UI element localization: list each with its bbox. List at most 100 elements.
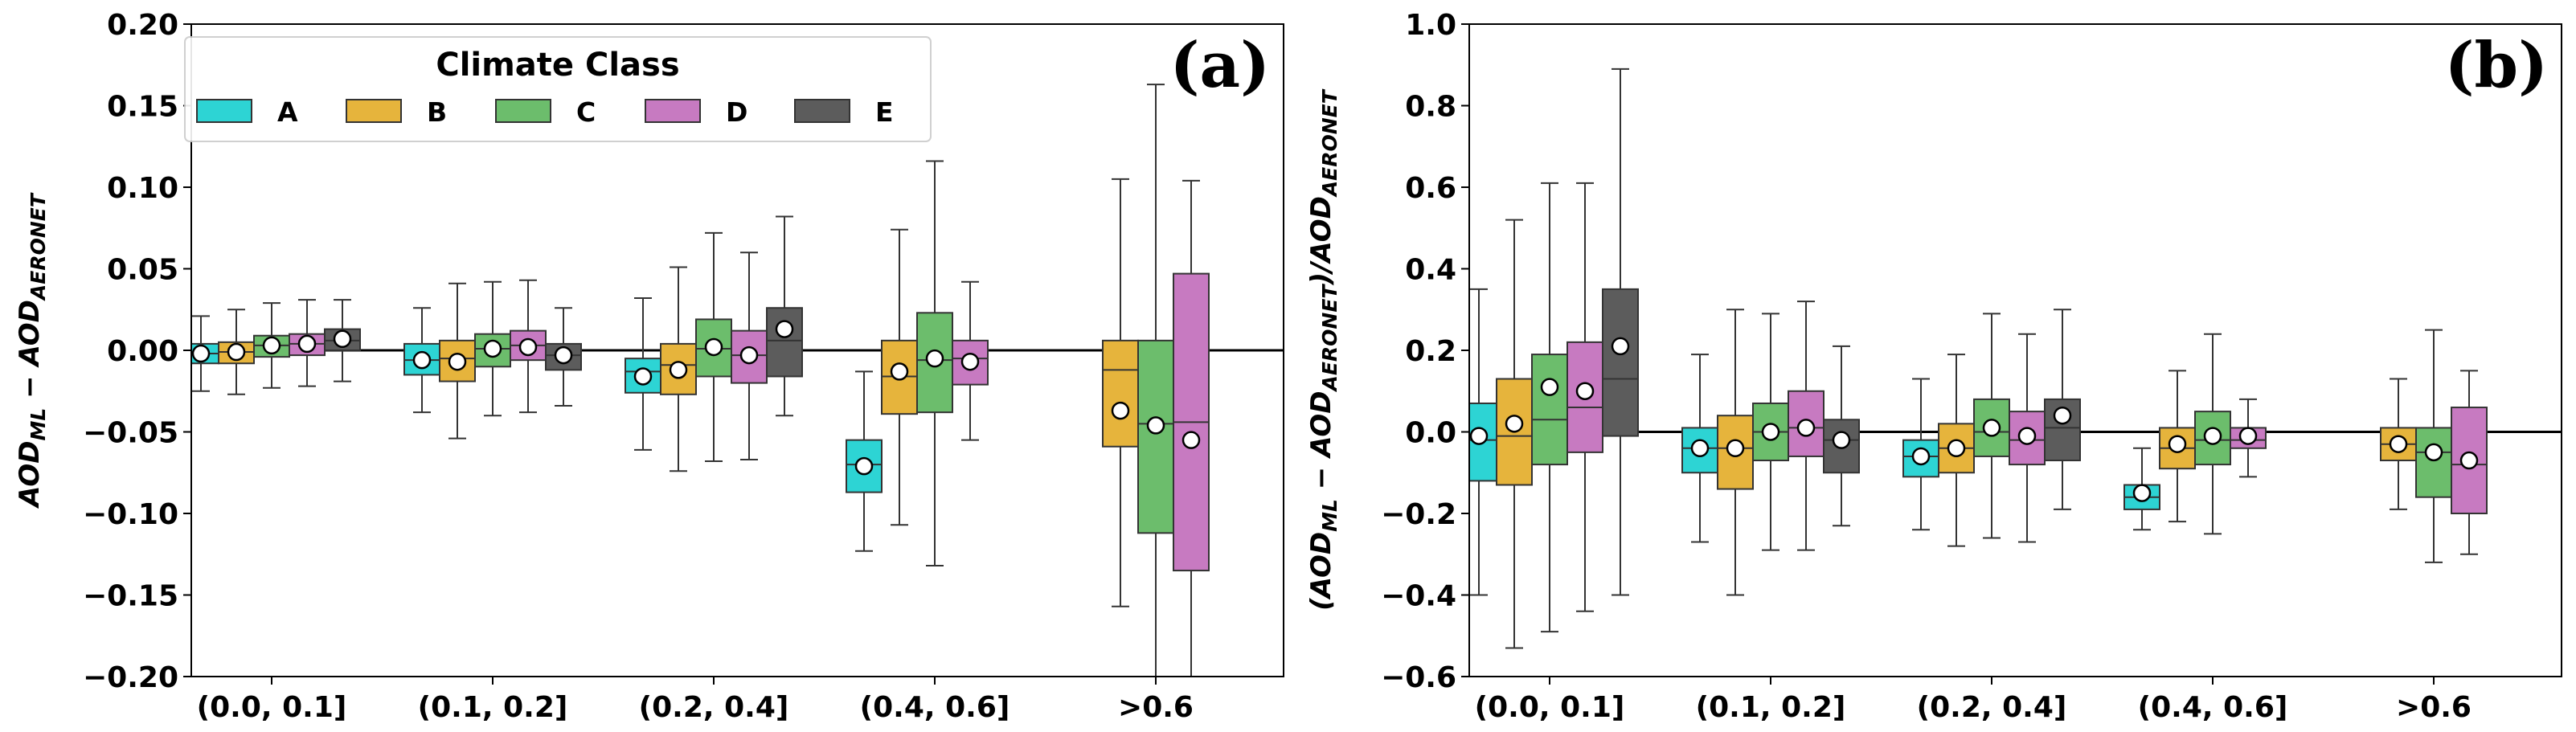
y-tick-label: 0.05 bbox=[107, 254, 178, 287]
legend-swatch-e bbox=[794, 99, 850, 123]
box-d bbox=[952, 280, 989, 441]
panel-label: (b) bbox=[2445, 29, 2548, 102]
box-c bbox=[1531, 182, 1568, 633]
y-tick-label: 0.00 bbox=[107, 335, 178, 368]
legend-swatch-a bbox=[196, 99, 252, 123]
box-b bbox=[1102, 178, 1139, 607]
iqr-box bbox=[766, 307, 803, 378]
iqr-box bbox=[952, 339, 989, 386]
y-axis-label-part: − AOD bbox=[1305, 391, 1337, 500]
legend-swatch-c bbox=[495, 99, 551, 123]
box-c bbox=[1973, 313, 2010, 539]
box-c bbox=[1752, 313, 1789, 551]
mean-marker bbox=[2017, 427, 2037, 445]
box-b bbox=[1938, 354, 1975, 547]
iqr-box bbox=[2415, 427, 2452, 498]
mean-marker bbox=[960, 352, 980, 371]
box-c bbox=[2415, 329, 2452, 563]
box-b bbox=[660, 266, 697, 472]
box-d bbox=[731, 251, 768, 461]
legend: Climate Class A B C D E bbox=[184, 36, 932, 142]
y-tick-label: −0.10 bbox=[83, 498, 178, 531]
box-e bbox=[766, 215, 803, 417]
box-c bbox=[474, 280, 511, 417]
axes-frame bbox=[190, 23, 1284, 677]
y-axis-label-part: AERONET bbox=[27, 192, 50, 301]
mean-marker bbox=[1761, 423, 1780, 441]
box-c bbox=[1137, 84, 1174, 677]
box-d bbox=[1173, 179, 1210, 677]
mean-marker bbox=[704, 337, 723, 357]
mean-marker bbox=[554, 346, 573, 365]
mean-marker bbox=[2424, 443, 2443, 462]
y-axis-label-part: − AOD bbox=[14, 300, 46, 408]
box-e bbox=[545, 307, 582, 407]
box-b bbox=[1717, 309, 1754, 596]
box-d bbox=[1566, 182, 1603, 612]
y-tick-label: 0.8 bbox=[1405, 91, 1456, 124]
iqr-box bbox=[1531, 354, 1568, 466]
mean-marker bbox=[854, 456, 874, 476]
box-e bbox=[1823, 345, 1860, 527]
y-tick-label: −0.2 bbox=[1381, 498, 1456, 531]
box-a bbox=[191, 315, 219, 392]
y-axis-label-part: ML bbox=[27, 408, 50, 441]
mean-marker bbox=[1146, 416, 1165, 435]
mean-marker bbox=[669, 361, 688, 379]
boxes bbox=[1469, 67, 2488, 649]
mean-marker bbox=[1982, 419, 2001, 437]
mean-marker bbox=[297, 334, 317, 354]
mean-marker bbox=[2168, 435, 2187, 453]
mean-marker bbox=[1540, 378, 1559, 396]
iqr-box bbox=[403, 342, 440, 376]
box-b bbox=[218, 309, 255, 395]
iqr-box bbox=[1102, 339, 1139, 448]
box-a bbox=[403, 307, 440, 414]
x-tick-label: (0.4, 0.6] bbox=[2138, 691, 2288, 724]
y-axis-label-part: AERONET bbox=[1318, 88, 1341, 198]
mean-marker bbox=[1832, 431, 1851, 449]
mean-marker bbox=[483, 339, 502, 358]
box-a bbox=[625, 297, 661, 451]
box-d bbox=[2451, 370, 2488, 555]
boxes bbox=[191, 84, 1210, 677]
legend-label-d: D bbox=[726, 96, 747, 128]
y-axis-label-part: AOD bbox=[14, 440, 46, 509]
legend-label-a: A bbox=[277, 96, 298, 128]
box-c bbox=[695, 231, 732, 463]
box-d bbox=[2230, 398, 2267, 478]
mean-marker bbox=[775, 320, 794, 338]
y-tick-label: −0.6 bbox=[1381, 661, 1456, 694]
mean-marker bbox=[2389, 435, 2408, 453]
box-b bbox=[2380, 378, 2417, 510]
box-d bbox=[510, 279, 547, 414]
y-tick-label: 1.0 bbox=[1405, 9, 1456, 42]
mean-marker bbox=[1690, 439, 1710, 458]
box-b bbox=[439, 282, 476, 440]
mean-marker bbox=[2238, 427, 2258, 445]
mean-marker bbox=[1505, 415, 1524, 433]
legend-label-c: C bbox=[576, 96, 596, 128]
box-e bbox=[1602, 67, 1639, 596]
x-tick-label: >0.6 bbox=[1118, 691, 1194, 724]
legend-swatch-b bbox=[346, 99, 402, 123]
y-tick-label: 0.10 bbox=[107, 172, 178, 205]
box-e bbox=[324, 299, 361, 382]
y-axis-label: (AODML − AODAERONET)/AODAERONET bbox=[1305, 88, 1341, 611]
mean-marker bbox=[191, 344, 211, 363]
box-d bbox=[2009, 333, 2046, 543]
mean-marker bbox=[2053, 406, 2072, 425]
mean-marker bbox=[1611, 337, 1630, 356]
mean-marker bbox=[227, 342, 246, 362]
x-tick-label: >0.6 bbox=[2396, 691, 2472, 724]
mean-marker bbox=[448, 352, 467, 371]
box-c bbox=[916, 160, 953, 566]
x-tick-label: (0.2, 0.4] bbox=[639, 691, 789, 724]
legend-swatch-d bbox=[645, 99, 701, 123]
mean-marker bbox=[1726, 439, 1745, 458]
y-tick-label: 0.6 bbox=[1405, 172, 1456, 205]
x-tick-label: (0.1, 0.2] bbox=[1696, 691, 1846, 724]
mean-marker bbox=[1111, 401, 1130, 420]
y-axis-label-part: ML bbox=[1318, 499, 1341, 532]
